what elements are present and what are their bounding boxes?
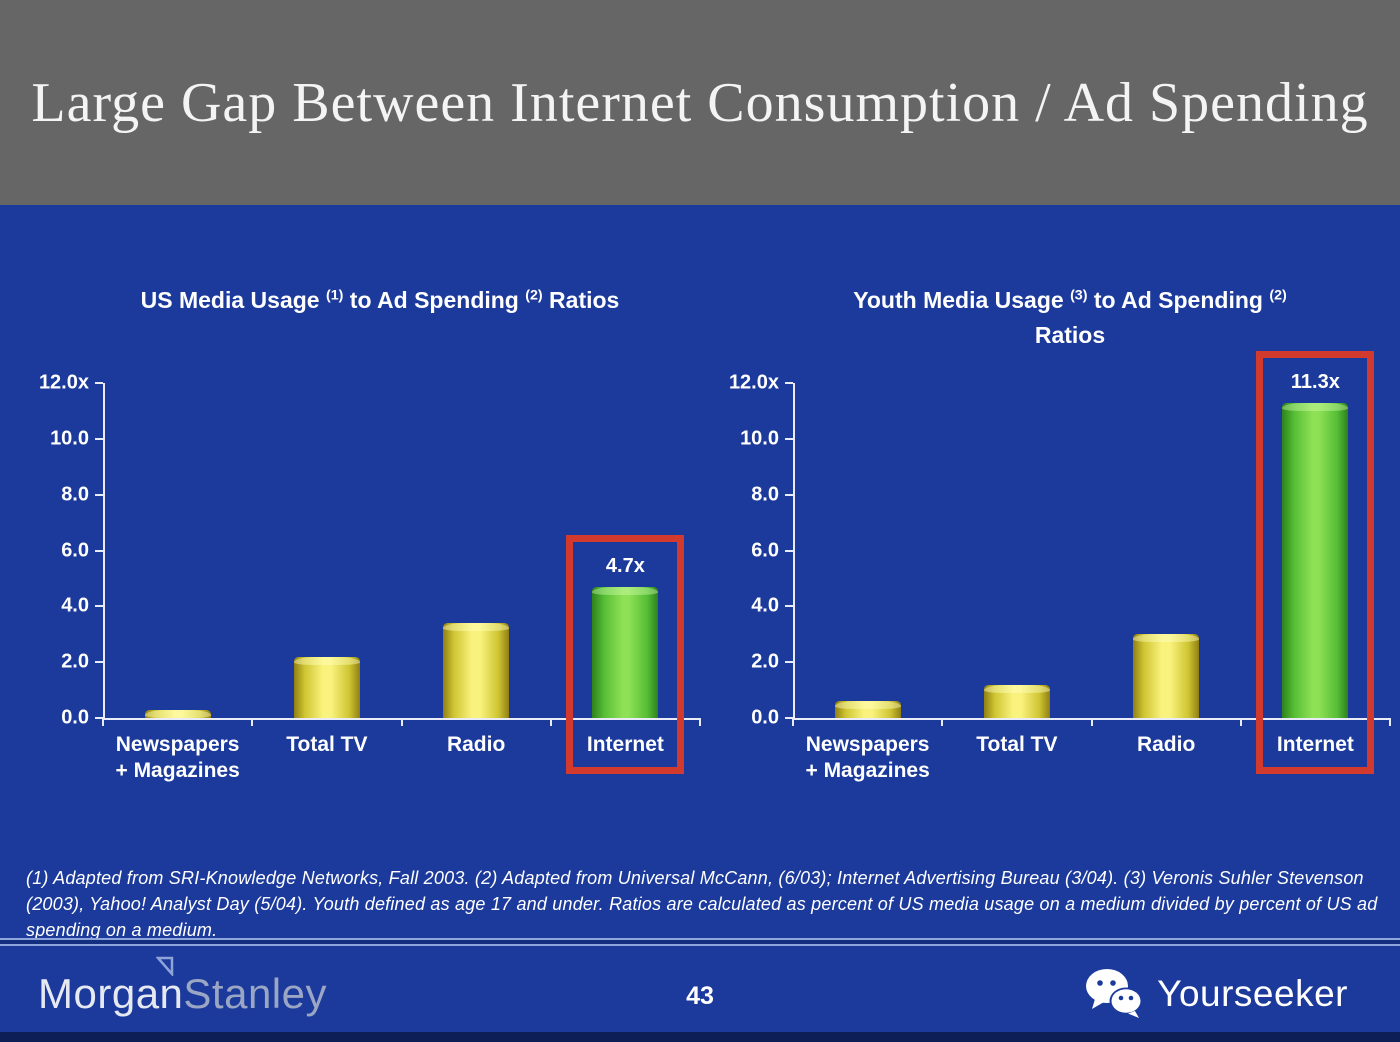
x-axis-tick: [549, 718, 552, 726]
bar-total-tv: [293, 656, 360, 718]
category-label: Total TV: [286, 733, 368, 756]
category-label: Newspapers + Magazines: [115, 733, 240, 783]
category-label: Newspapers + Magazines: [805, 733, 930, 783]
y-tick-label: 6.0: [61, 539, 89, 561]
x-axis-tick: [1239, 718, 1242, 726]
y-axis-tick: [785, 493, 793, 496]
y-tick-label: 0.0: [751, 706, 779, 729]
y-axis-tick: [785, 605, 793, 608]
morgan-stanley-logo-part1: Morgan: [38, 970, 184, 1017]
x-axis-tick: [941, 718, 944, 726]
header-band: Large Gap Between Internet Consumption /…: [0, 0, 1400, 205]
bar-newspapers: [144, 709, 211, 718]
chart-title: US Media Usage (1) to Ad Spending (2) Ra…: [60, 283, 700, 318]
y-tick-label: 12.0x: [728, 371, 779, 394]
y-tick-label: 4.0: [751, 594, 779, 617]
x-axis-tick: [1090, 718, 1093, 726]
chart-title: Youth Media Usage (3) to Ad Spending (2)…: [750, 283, 1390, 352]
bar-radio: [443, 623, 510, 718]
data-label: 4.7x: [605, 554, 645, 577]
y-axis-tick: [785, 661, 793, 664]
footer-separator-line: [0, 938, 1400, 946]
chart-title-text: Ratios: [542, 287, 620, 313]
yourseeker-logo: Yourseeker: [1083, 968, 1348, 1020]
morgan-stanley-logo: MorganStanley: [38, 956, 327, 1018]
y-axis-tick: [95, 717, 103, 719]
data-label: 11.3x: [1290, 370, 1340, 393]
y-tick-label: 2.0: [751, 650, 779, 673]
y-tick-label: 8.0: [61, 483, 89, 506]
page-title: Large Gap Between Internet Consumption /…: [31, 71, 1369, 134]
x-axis-tick: [1389, 718, 1391, 726]
wechat-icon: [1086, 969, 1143, 1018]
y-tick-label: 8.0: [751, 483, 779, 506]
x-axis-tick: [400, 718, 403, 726]
category-label: Internet: [1276, 733, 1354, 756]
footer: MorganStanley 43 Yourseeker: [0, 946, 1400, 1032]
chart-title-text: to Ad Spending: [343, 287, 526, 313]
y-axis-tick: [95, 549, 103, 552]
y-axis-tick: [95, 605, 103, 608]
y-tick-label: 2.0: [61, 650, 89, 673]
chart-title-text: to Ad Spending: [1087, 287, 1270, 313]
slide-body: US Media Usage (1) to Ad Spending (2) Ra…: [0, 205, 1400, 1032]
y-tick-label: 0.0: [61, 706, 89, 729]
y-tick-label: 4.0: [61, 594, 89, 617]
chart-plot-area: 12.0x 10.0 8.0 6.0 4.0 2.0 0.0 Newspapers + Mag…: [729, 350, 1391, 803]
chart-title-superscript: (2): [525, 287, 543, 304]
category-label: Total TV: [976, 733, 1058, 756]
y-axis-tick: [95, 382, 103, 384]
chart-title-text: Ratios: [1034, 321, 1106, 348]
x-axis-tick: [699, 718, 701, 726]
y-axis-tick: [785, 717, 793, 719]
chart-title-text: Youth Media Usage: [853, 287, 1071, 313]
bar-newspapers: [834, 701, 901, 718]
bar-internet: [592, 586, 659, 718]
footnote: (1) Adapted from SRI-Knowledge Networks,…: [26, 868, 1378, 941]
y-axis: [103, 383, 105, 720]
y-axis-tick: [95, 437, 103, 440]
y-tick-label: 6.0: [751, 539, 779, 561]
y-axis-tick: [785, 437, 793, 440]
chart-plot-area: 12.0x 10.0 8.0 6.0 4.0 2.0 0.0 Newspapers + Mag…: [39, 367, 701, 803]
highlight-box: [1256, 350, 1375, 774]
chart-us-media-usage: US Media Usage (1) to Ad Spending (2) Ra…: [39, 283, 701, 803]
bottom-strip: [0, 1032, 1400, 1042]
category-label: Internet: [586, 733, 664, 756]
x-axis-tick: [792, 718, 794, 726]
bar-radio: [1133, 634, 1200, 718]
x-axis-tick: [251, 718, 254, 726]
y-tick-label: 12.0x: [38, 371, 89, 394]
x-axis-tick: [102, 718, 104, 726]
y-axis: [793, 383, 795, 720]
yourseeker-label: Yourseeker: [1157, 973, 1348, 1014]
chart-youth-media-usage: Youth Media Usage (3) to Ad Spending (2)…: [729, 283, 1391, 803]
chart-title-superscript: (3): [1070, 287, 1088, 304]
y-tick-label: 10.0: [740, 427, 779, 450]
category-label: Radio: [446, 733, 506, 756]
bar-internet: [1282, 402, 1349, 718]
y-axis-tick: [785, 382, 793, 384]
chart-title-superscript: (2): [1269, 287, 1287, 304]
triangle-icon: [156, 956, 174, 976]
bar-total-tv: [983, 684, 1050, 718]
y-axis-tick: [95, 661, 103, 664]
morgan-stanley-logo-part2: Stanley: [183, 970, 327, 1017]
page-number: 43: [686, 982, 714, 1010]
y-axis-tick: [95, 493, 103, 496]
chart-title-superscript: (1): [325, 287, 344, 304]
chart-title-text: US Media Usage: [140, 287, 326, 313]
y-tick-label: 10.0: [50, 427, 89, 450]
category-label: Radio: [1136, 733, 1196, 756]
y-axis-tick: [785, 549, 793, 552]
highlight-box: [566, 534, 685, 774]
